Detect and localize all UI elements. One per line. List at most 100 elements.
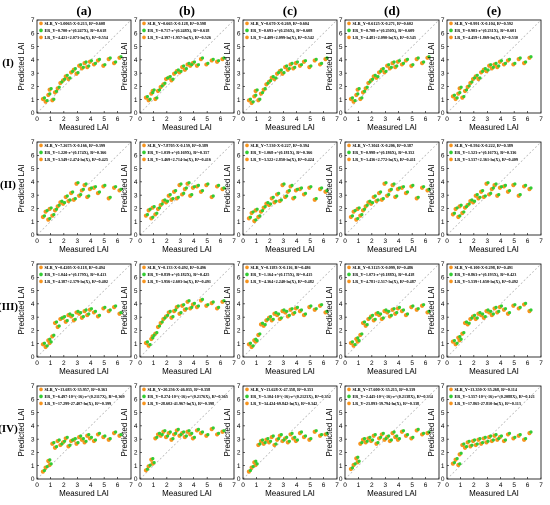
y-tick-label: 4 <box>441 423 445 430</box>
data-point-green <box>416 307 420 311</box>
legend-entry: SLR_Y=0.4205·X-0.118, R²=0.494 <box>45 265 106 270</box>
row-label: (III) <box>0 301 18 313</box>
y-axis-label: Predicted LAI <box>223 286 232 334</box>
x-tick-label: 1 <box>152 116 156 123</box>
y-tick-label: 6 <box>237 274 241 281</box>
data-point-green <box>52 333 56 337</box>
data-point-green <box>389 313 393 317</box>
data-point-green <box>455 96 459 100</box>
data-point-green <box>513 303 517 307</box>
legend-entry: ER_Y=0.903·e^(0.231X), R²=0.601 <box>455 28 517 33</box>
x-axis-label: Measured LAI <box>469 123 519 132</box>
x-tick-label: 7 <box>437 238 441 245</box>
legend-entry: LR_Y=4.409+2.099·ln(X), R²=0.542 <box>251 35 314 40</box>
y-axis-label: Predicted LAI <box>325 164 334 212</box>
legend-marker <box>449 387 453 392</box>
x-tick-label: 4 <box>89 482 93 489</box>
x-tick-label: 6 <box>116 238 120 245</box>
legend-marker <box>245 157 249 162</box>
y-tick-label: 6 <box>31 30 35 37</box>
x-axis-label: Measured LAI <box>162 245 212 254</box>
data-point-green <box>376 75 380 79</box>
y-tick-label: 5 <box>134 166 138 173</box>
legend-marker <box>39 272 43 277</box>
data-point-green <box>65 435 69 439</box>
data-point-green <box>68 443 72 447</box>
x-tick-label: 0 <box>343 116 347 123</box>
plot-frame <box>344 19 440 114</box>
y-tick-label: 0 <box>237 354 241 361</box>
legend-marker <box>245 21 249 26</box>
x-tick-label: 4 <box>89 360 93 367</box>
y-tick-label: 1 <box>237 463 241 470</box>
y-tick-label: 3 <box>441 192 445 199</box>
x-tick-label: 7 <box>539 482 543 489</box>
data-point-green <box>155 211 159 215</box>
x-tick-label: 6 <box>424 116 428 123</box>
data-point-green <box>387 434 391 438</box>
x-tick-label: 0 <box>241 238 245 245</box>
x-tick-label: 5 <box>512 116 516 123</box>
data-point-green <box>472 76 477 80</box>
x-tick-label: 4 <box>499 360 503 367</box>
data-point-green <box>470 80 474 84</box>
data-point-green <box>489 63 493 67</box>
data-point-green <box>84 182 88 186</box>
data-point-green <box>464 320 469 324</box>
data-point-green <box>287 439 291 443</box>
data-point-green <box>97 313 102 317</box>
data-point-green <box>93 309 98 313</box>
legend-marker <box>449 150 453 155</box>
data-point-green <box>458 90 462 95</box>
legend-entry: ER_Y=1.044·e^(0.179X), R²=0.413 <box>45 272 107 277</box>
data-point-green <box>163 316 167 320</box>
data-point-green <box>411 63 415 67</box>
data-point-green <box>62 77 67 81</box>
y-tick-label: 0 <box>339 110 343 117</box>
x-tick-label: 0 <box>445 238 449 245</box>
legend-entry: SLR_Y=7.3041·X-0.206, R²=0.387 <box>353 143 414 148</box>
data-point-green <box>481 441 485 445</box>
y-tick-label: 5 <box>237 44 241 51</box>
data-point-green <box>113 304 118 308</box>
data-point-green <box>62 315 67 319</box>
data-point-green <box>248 468 253 473</box>
legend-marker <box>449 143 453 148</box>
legend-marker <box>449 279 453 284</box>
data-point-green <box>360 96 364 100</box>
data-point-green <box>481 69 485 73</box>
x-tick-label: 2 <box>472 116 476 123</box>
legend-entry: ER_Y=3.557·10^(-16)·e^(0.2088X), R²=0.12… <box>455 394 535 399</box>
data-point-green <box>455 456 459 461</box>
data-point-green <box>57 203 61 207</box>
legend-marker <box>142 279 146 284</box>
y-tick-label: 4 <box>31 57 35 64</box>
legend-entry: SLR_Y=13.628·X-47.358, R²=0.353 <box>251 387 314 392</box>
data-point-green <box>513 61 517 65</box>
x-tick-label: 3 <box>281 482 285 489</box>
data-point-green <box>263 323 267 327</box>
data-point-green <box>494 182 498 186</box>
data-point-green <box>266 81 270 85</box>
data-point-green <box>459 203 463 207</box>
data-point-green <box>395 311 399 315</box>
data-point-green <box>455 206 459 210</box>
data-point-green <box>71 313 75 317</box>
x-tick-label: 1 <box>459 238 463 245</box>
legend-entry: ER_Y=0.839·e^(0.182X), R²=0.425 <box>148 272 210 277</box>
data-point-green <box>357 459 361 463</box>
data-point-green <box>171 315 175 319</box>
x-tick-label: 1 <box>49 482 53 489</box>
legend-entry: SLR_Y=0.6125·X-0.271, R²=0.602 <box>353 21 414 26</box>
data-point-green <box>458 334 462 339</box>
legend-marker <box>39 21 43 26</box>
y-tick-label: 3 <box>134 192 138 199</box>
y-tick-label: 2 <box>237 450 241 457</box>
x-tick-label: 6 <box>116 360 120 367</box>
data-point-green <box>392 307 396 311</box>
legend-marker <box>245 272 249 277</box>
x-tick-label: 7 <box>437 360 441 367</box>
